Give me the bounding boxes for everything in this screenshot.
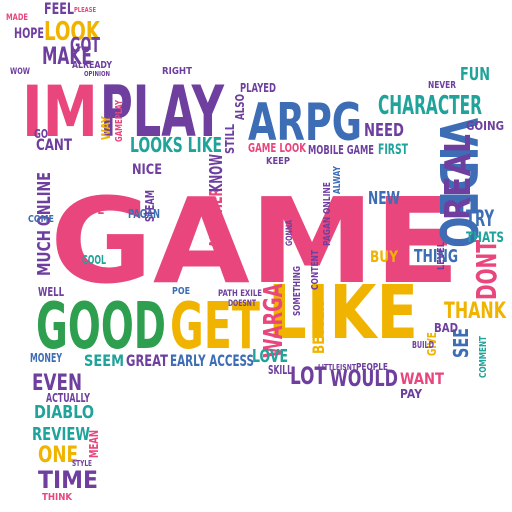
word-right: RIGHT: [162, 66, 192, 77]
word-wow: WOW: [10, 67, 30, 77]
word-skill: SKILL: [268, 363, 292, 377]
word-another: ANOTHER: [206, 188, 227, 248]
word-thats: THATS: [466, 230, 504, 246]
word-doesnt: DOESNT: [228, 299, 257, 309]
word-early-access: EARLY ACCESS: [170, 351, 254, 370]
word-first: FIRST: [378, 142, 408, 158]
word-good: GOOD: [36, 290, 166, 364]
word-poe: POE: [172, 286, 190, 297]
word-dont: DONT: [470, 240, 503, 300]
word-arpg: ARPG: [248, 93, 362, 153]
word-style: STYLE: [72, 459, 92, 468]
word-made: MADE: [6, 13, 28, 23]
word-try: TRY: [466, 207, 495, 232]
word-level: LEVEL: [436, 241, 447, 270]
word-alway: ALWAY: [332, 165, 343, 194]
word-hope: HOPE: [14, 26, 44, 42]
word-mobile-game: MOBILE GAME: [308, 143, 374, 157]
word-cant: CANT: [36, 135, 72, 154]
word-know: KNOW: [206, 154, 227, 192]
word-money: MONEY: [30, 351, 62, 365]
word-im: IM: [22, 71, 98, 153]
word-isnt: ISNT: [340, 363, 356, 372]
word-looks-like: LOOKS LIKE: [130, 133, 222, 157]
word-think: THINK: [42, 492, 73, 503]
word-lot: LOT: [290, 362, 326, 390]
word-like: LIKE: [268, 270, 418, 356]
word-way: WAY: [99, 116, 113, 140]
word-game: GAME: [50, 172, 460, 310]
word-much: MUCH: [34, 230, 55, 276]
word-fun: FUN: [460, 64, 490, 85]
word-play: PLAY: [100, 71, 225, 153]
word-bad: BAD: [434, 321, 458, 335]
word-played: PLAYED: [240, 81, 276, 95]
word-need: NEED: [364, 120, 404, 141]
word-got: GOT: [70, 33, 100, 57]
word-also: ALSO: [233, 94, 247, 120]
word-go: GO: [34, 127, 48, 141]
word-actually: ACTUALLY: [46, 391, 90, 405]
word-wargaming: WARGAMING: [259, 230, 289, 358]
word-lol: LOL: [82, 203, 104, 217]
word-pagan-online: PAGAN ONLINE: [322, 182, 333, 246]
word-going: GOING: [466, 119, 504, 133]
word-great: GREAT: [126, 351, 168, 370]
word-time: TIME: [38, 466, 98, 494]
word-thing: THING: [414, 246, 458, 267]
word-please: PLEASE: [74, 6, 96, 14]
word-get: GET: [170, 290, 260, 364]
word-steam: STEAM: [143, 190, 157, 222]
word-well: WELL: [38, 285, 64, 299]
word-content: CONTENT: [310, 250, 321, 290]
word-give: GIVE: [425, 332, 439, 356]
word-little: LITTLE: [318, 363, 340, 372]
word-keep: KEEP: [266, 156, 290, 167]
word-path-exile: PATH EXILE: [218, 289, 262, 299]
word-review: REVIEW: [32, 424, 90, 445]
word-would: WOULD: [330, 367, 398, 392]
word-thank: THANK: [444, 299, 507, 324]
word-feel: FEEL: [44, 0, 74, 18]
word-see: SEE: [449, 328, 473, 358]
word-love: LOVE: [252, 346, 288, 367]
word-online: ONLINE: [34, 172, 55, 226]
word-nice: NICE: [132, 162, 162, 178]
word-buy: BUY: [370, 247, 398, 266]
word-never: NEVER: [428, 80, 456, 91]
word-comment: COMMENT: [478, 336, 489, 378]
word-look: LOOK: [44, 17, 101, 47]
word-gameplay: GAMEPLAY: [114, 99, 125, 142]
word-better: BETTER: [309, 302, 328, 354]
word-new: NEW: [368, 188, 400, 209]
word-make: MAKE: [42, 42, 92, 70]
word-gonna: GONNA: [285, 220, 295, 246]
word-one: ONE: [38, 443, 78, 468]
word-even: EVEN: [32, 371, 82, 396]
word-build: BUILD: [412, 340, 434, 351]
word-come: COME: [28, 214, 54, 225]
word-still: STILL: [223, 124, 237, 154]
word-pagan: PAGAN: [128, 207, 160, 221]
word-diablo: DIABLO: [34, 402, 94, 423]
word-pay: PAY: [400, 387, 422, 401]
word-seem: SEEM: [84, 351, 124, 370]
word-something: SOMETHING: [292, 266, 303, 316]
word-people: PEOPLE: [356, 362, 388, 373]
word-mean: MEAN: [87, 430, 101, 458]
word-real: REAL: [438, 134, 479, 220]
word-character: CHARACTER: [378, 91, 482, 121]
word-game-look: GAME LOOK: [248, 141, 307, 155]
word-already: ALREADY: [72, 60, 113, 71]
word-opinion: OPINION: [84, 70, 110, 78]
word-cool: COOL: [82, 253, 106, 267]
word-video: VIDEO: [427, 118, 487, 248]
word-want: WANT: [400, 369, 444, 388]
